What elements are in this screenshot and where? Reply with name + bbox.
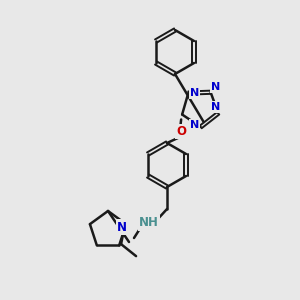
Text: N: N: [211, 102, 220, 112]
Text: O: O: [176, 125, 186, 138]
Text: NH: NH: [139, 217, 159, 230]
Text: N: N: [190, 120, 199, 130]
Text: N: N: [211, 82, 220, 92]
Text: N: N: [190, 88, 199, 98]
Text: N: N: [117, 220, 127, 234]
